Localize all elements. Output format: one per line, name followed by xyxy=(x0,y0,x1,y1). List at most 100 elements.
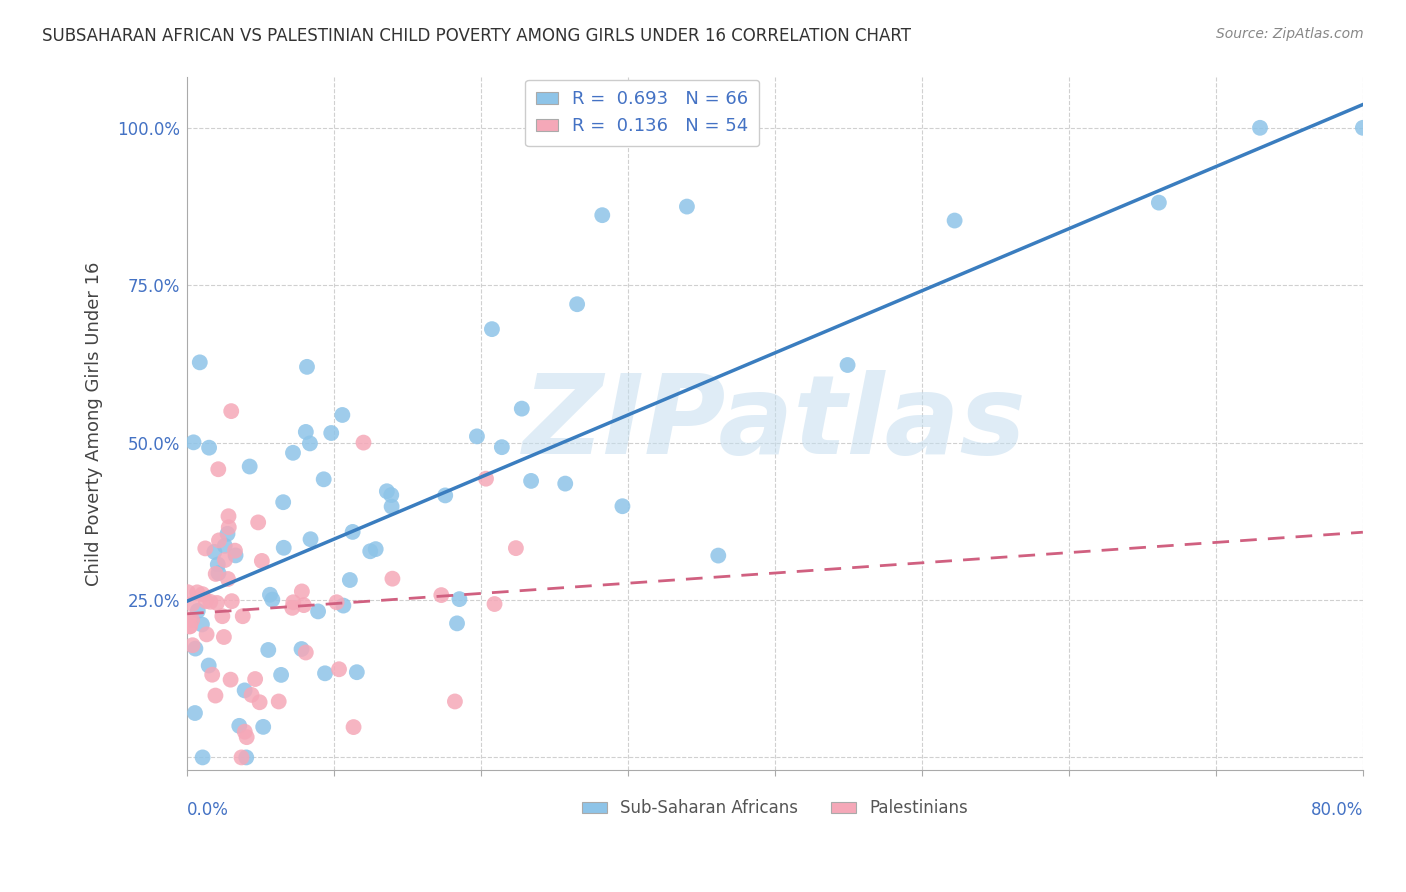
Point xyxy=(346,665,368,680)
Legend: Sub-Saharan Africans, Palestinians: Sub-Saharan Africans, Palestinians xyxy=(575,793,974,824)
Point xyxy=(332,599,354,613)
Point xyxy=(186,585,208,599)
Point xyxy=(312,472,335,486)
Point xyxy=(217,526,239,541)
Point xyxy=(233,683,256,698)
Point xyxy=(353,435,375,450)
Point xyxy=(484,597,506,611)
Point xyxy=(179,619,201,633)
Point xyxy=(281,600,304,615)
Point xyxy=(207,558,229,572)
Point xyxy=(612,500,634,514)
Point xyxy=(197,658,219,673)
Point xyxy=(200,595,222,609)
Point xyxy=(430,588,453,602)
Point xyxy=(290,642,312,657)
Point xyxy=(381,500,404,514)
Point xyxy=(214,539,236,553)
Point xyxy=(294,646,316,660)
Point xyxy=(202,545,225,559)
Point xyxy=(257,643,280,657)
Point xyxy=(292,598,315,612)
Point xyxy=(221,594,243,608)
Point xyxy=(307,604,329,618)
Text: ZIPatlas: ZIPatlas xyxy=(523,370,1026,477)
Point xyxy=(283,595,305,609)
Point xyxy=(591,208,613,222)
Point xyxy=(188,355,211,369)
Point xyxy=(943,213,966,227)
Point xyxy=(179,612,201,626)
Point xyxy=(565,297,588,311)
Point xyxy=(218,509,240,524)
Point xyxy=(475,472,498,486)
Point xyxy=(707,549,730,563)
Point xyxy=(271,495,294,509)
Point xyxy=(219,673,242,687)
Point xyxy=(204,566,226,581)
Point xyxy=(218,520,240,534)
Point xyxy=(179,619,201,633)
Point xyxy=(364,542,387,557)
Point xyxy=(1249,120,1271,135)
Point xyxy=(247,516,270,530)
Point xyxy=(219,404,242,418)
Point xyxy=(191,587,214,601)
Point xyxy=(676,200,699,214)
Point xyxy=(187,604,209,618)
Point xyxy=(295,425,318,439)
Text: 80.0%: 80.0% xyxy=(1310,800,1362,819)
Point xyxy=(281,446,304,460)
Point xyxy=(299,533,322,547)
Point xyxy=(183,435,205,450)
Point xyxy=(194,594,217,608)
Point xyxy=(342,524,364,539)
Point xyxy=(231,750,253,764)
Point xyxy=(446,616,468,631)
Point xyxy=(184,641,207,656)
Point xyxy=(177,585,200,599)
Point xyxy=(837,358,859,372)
Point xyxy=(239,459,262,474)
Point xyxy=(214,553,236,567)
Point xyxy=(224,543,246,558)
Point xyxy=(181,597,204,611)
Point xyxy=(228,719,250,733)
Point xyxy=(208,533,231,548)
Y-axis label: Child Poverty Among Girls Under 16: Child Poverty Among Girls Under 16 xyxy=(86,261,103,586)
Point xyxy=(510,401,533,416)
Point xyxy=(211,609,233,624)
Point xyxy=(449,592,471,607)
Point xyxy=(225,549,247,563)
Point xyxy=(267,694,290,708)
Point xyxy=(249,695,271,709)
Point xyxy=(291,584,314,599)
Point xyxy=(195,627,218,641)
Point xyxy=(481,322,503,336)
Point xyxy=(259,588,281,602)
Point xyxy=(250,554,273,568)
Text: 0.0%: 0.0% xyxy=(187,800,229,819)
Point xyxy=(181,613,204,627)
Point xyxy=(235,730,257,744)
Point xyxy=(191,750,214,764)
Point xyxy=(295,359,318,374)
Point xyxy=(1351,120,1374,135)
Point xyxy=(217,572,239,586)
Point xyxy=(198,441,221,455)
Point xyxy=(194,541,217,556)
Point xyxy=(375,484,398,499)
Point xyxy=(505,541,527,556)
Point xyxy=(328,662,350,676)
Point xyxy=(207,462,229,476)
Point xyxy=(212,630,235,644)
Point xyxy=(314,666,336,681)
Point xyxy=(181,638,204,652)
Point xyxy=(520,474,543,488)
Text: SUBSAHARAN AFRICAN VS PALESTINIAN CHILD POVERTY AMONG GIRLS UNDER 16 CORRELATION: SUBSAHARAN AFRICAN VS PALESTINIAN CHILD … xyxy=(42,27,911,45)
Point xyxy=(262,592,284,607)
Point xyxy=(381,572,404,586)
Point xyxy=(235,750,257,764)
Point xyxy=(554,476,576,491)
Point xyxy=(233,724,256,739)
